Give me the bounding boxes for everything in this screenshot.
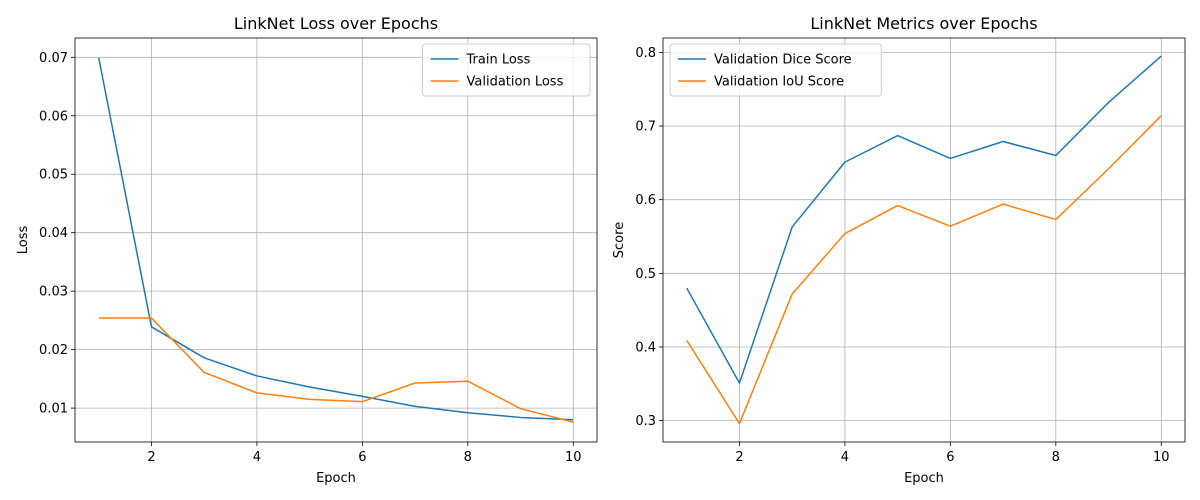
- loss-chart-xtick-label: 6: [358, 450, 366, 465]
- loss-chart-legend-label: Train Loss: [466, 53, 531, 68]
- loss-chart-ylabel: Loss: [16, 226, 31, 255]
- metrics-chart: LinkNet Metrics over Epochs Epoch Score …: [612, 14, 1186, 486]
- loss-chart-ytick-label: 0.06: [39, 109, 68, 124]
- loss-chart-ytick-label: 0.02: [39, 343, 68, 358]
- loss-chart: LinkNet Loss over Epochs Epoch Loss 2 4 6 8…: [16, 14, 598, 486]
- loss-chart-series: [97, 57, 574, 423]
- metrics-chart-series-line-1: [686, 55, 1162, 384]
- metrics-chart-frame: [662, 37, 1186, 443]
- loss-chart-xtick-label: 2: [147, 450, 155, 465]
- metrics-chart-ytick-label: 0.4: [635, 340, 656, 355]
- loss-chart-series-line-1: [97, 57, 574, 421]
- metrics-chart-xtick-label: 6: [946, 450, 954, 465]
- loss-chart-xtick-label: 8: [464, 450, 472, 465]
- loss-chart-xtick-label: 10: [565, 450, 582, 465]
- loss-chart-ytick-label: 0.07: [39, 51, 68, 66]
- loss-chart-ticks: 2 4 6 8 10 0.01 0.02 0.03 0.04 0.05 0.06 0.07: [39, 51, 581, 465]
- metrics-chart-xtick-label: 2: [735, 450, 743, 465]
- metrics-chart-legend-label: Validation Dice Score: [714, 53, 852, 68]
- loss-chart-legend-label: Validation Loss: [467, 75, 564, 90]
- metrics-chart-series: [686, 55, 1162, 425]
- metrics-chart-ticks: 2 4 6 8 10 0.3 0.4 0.5 0.6 0.7 0.8: [635, 46, 1169, 465]
- metrics-chart-xtick-label: 4: [841, 450, 849, 465]
- loss-chart-grid: [75, 38, 597, 442]
- loss-chart-series-line-2: [98, 317, 574, 423]
- metrics-chart-ytick-label: 0.3: [635, 414, 656, 429]
- loss-chart-ytick-label: 0.04: [39, 226, 68, 241]
- metrics-chart-xlabel: Epoch: [904, 471, 944, 486]
- loss-chart-title: LinkNet Loss over Epochs: [234, 14, 438, 33]
- loss-chart-legend: Train Loss Validation Loss: [422, 43, 591, 97]
- metrics-chart-ytick-label: 0.8: [635, 46, 656, 61]
- metrics-chart-series-line-2: [686, 115, 1162, 425]
- metrics-chart-title: LinkNet Metrics over Epochs: [810, 14, 1037, 33]
- loss-chart-xtick-label: 4: [253, 450, 261, 465]
- metrics-chart-ytick-label: 0.5: [635, 267, 656, 282]
- metrics-chart-ytick-label: 0.6: [635, 193, 656, 208]
- metrics-chart-xtick-label: 10: [1153, 450, 1170, 465]
- loss-chart-ytick-label: 0.03: [39, 285, 68, 300]
- metrics-chart-ytick-label: 0.7: [635, 120, 656, 135]
- loss-chart-xlabel: Epoch: [316, 471, 356, 486]
- loss-chart-frame: [74, 37, 598, 443]
- metrics-chart-legend-label: Validation IoU Score: [714, 75, 844, 90]
- loss-chart-legend-box: [422, 43, 591, 97]
- metrics-chart-ylabel: Score: [612, 222, 627, 258]
- metrics-chart-legend-box: [669, 43, 882, 97]
- metrics-chart-grid: [663, 38, 1185, 442]
- loss-chart-ytick-label: 0.05: [39, 168, 68, 183]
- metrics-chart-legend: Validation Dice Score Validation IoU Scor…: [669, 43, 882, 97]
- metrics-chart-xtick-label: 8: [1052, 450, 1060, 465]
- loss-chart-ytick-label: 0.01: [39, 402, 68, 417]
